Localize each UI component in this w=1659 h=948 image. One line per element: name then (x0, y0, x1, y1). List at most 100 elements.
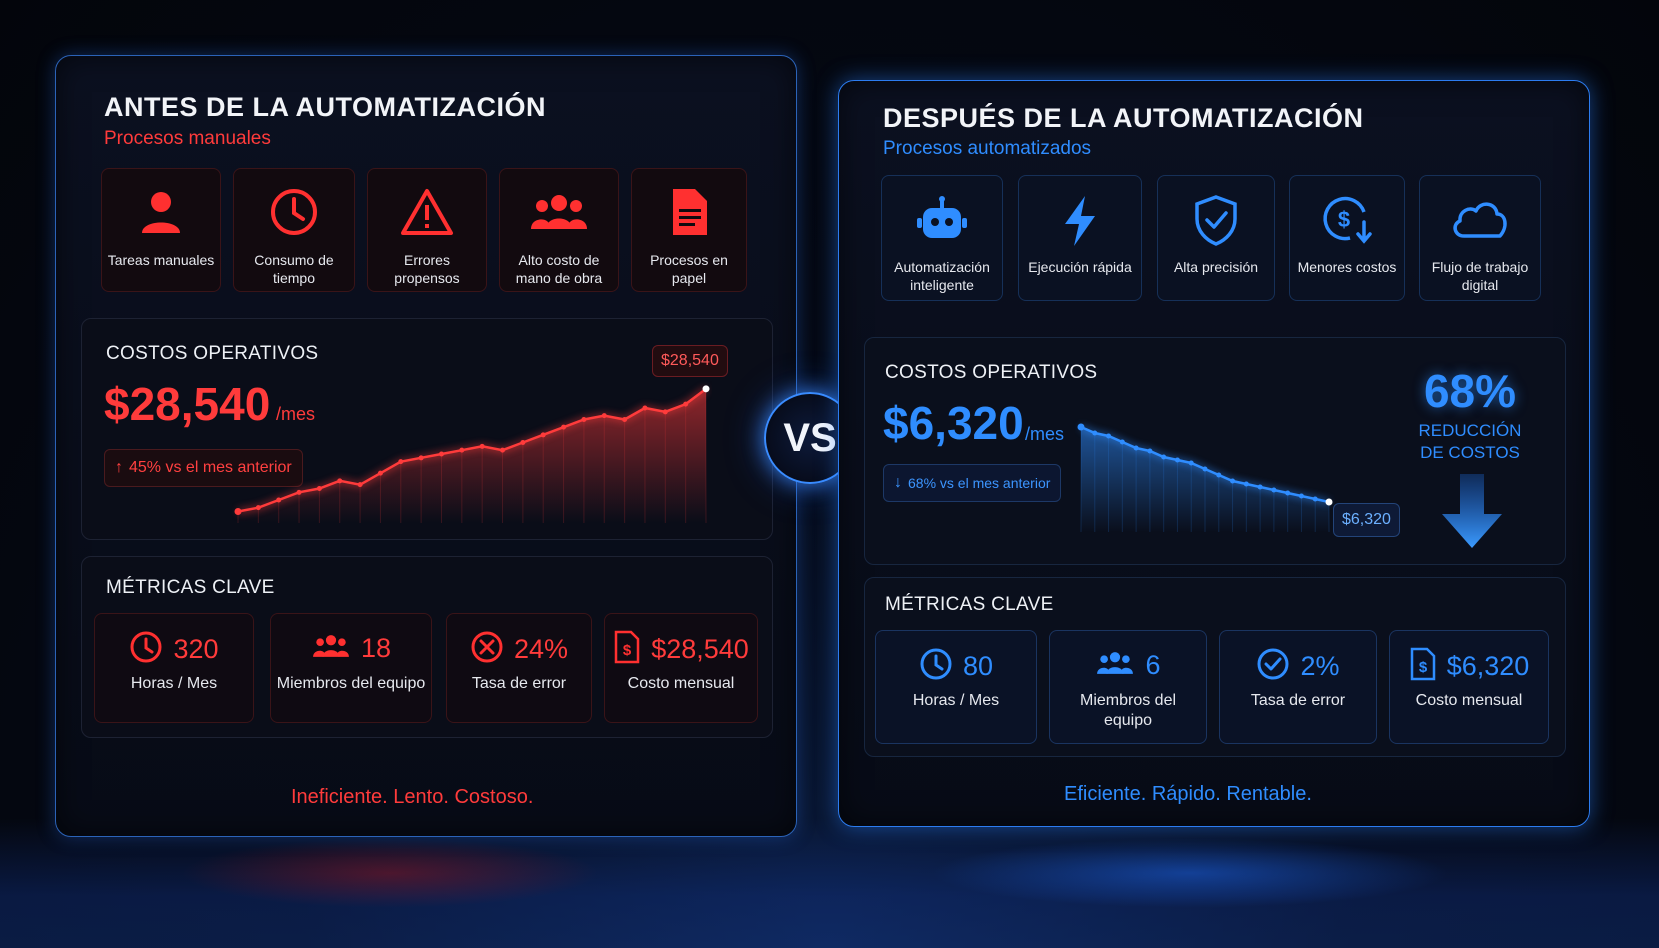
shield-check-icon (1158, 194, 1274, 246)
chart-point (1119, 439, 1125, 445)
costs-title: COSTOS OPERATIVOS (885, 362, 1098, 383)
costs-value: $6,320 (883, 397, 1024, 449)
chart-point (234, 508, 242, 515)
chart-point (662, 409, 668, 415)
metric-horas: 320 Horas / Mes (94, 613, 254, 723)
metric-value: 320 (173, 634, 219, 664)
chart-point (1077, 423, 1085, 431)
chart-point (500, 447, 506, 453)
chart-point (1174, 457, 1180, 463)
arrow-up-icon: ↑ (115, 459, 123, 476)
error-icon (470, 630, 504, 669)
metric-value: $6,320 (1446, 651, 1530, 681)
end-value-tag: $6,320 (1333, 503, 1400, 537)
card-label: Alta precisión (1173, 259, 1259, 275)
metric-label: Costo mensual (1415, 692, 1523, 709)
chart-point (642, 405, 648, 411)
after-metrics-section: MÉTRICAS CLAVE 80 Horas / Mes 6 Miembros… (864, 577, 1566, 757)
metric-tasa-error: 24% Tasa de error (446, 613, 592, 723)
before-footer: Ineficiente. Lento. Costoso. (291, 786, 534, 808)
metric-label: Horas / Mes (130, 675, 218, 692)
costs-change-text: 45% vs el mes anterior (129, 459, 292, 476)
chart-point (1106, 433, 1112, 439)
invoice-icon: $ (613, 630, 641, 669)
before-cost-chart (234, 385, 710, 523)
chart-point (1202, 466, 1208, 472)
metrics-title: MÉTRICAS CLAVE (885, 594, 1054, 615)
card-alta-precision: Alta precisión (1157, 175, 1275, 301)
document-icon (632, 187, 746, 237)
warning-icon (368, 187, 486, 237)
chart-point (1257, 484, 1263, 490)
metric-value: 2% (1300, 651, 1340, 681)
chart-point (622, 417, 628, 422)
chart-series-line (237, 387, 707, 513)
metric-miembros: 18 Miembros del equipo (270, 613, 432, 723)
cloud-icon (1420, 194, 1540, 244)
peak-value-tag: $28,540 (652, 345, 728, 377)
clock-icon (919, 647, 953, 686)
card-consumo-tiempo: Consumo de tiempo (233, 168, 355, 292)
card-label: Errores propensos (394, 252, 460, 286)
chart-point (1133, 445, 1139, 451)
before-title: ANTES DE LA AUTOMATIZACIÓN (104, 92, 546, 122)
chart-point (357, 482, 363, 488)
reduction-label-line-2: DE COSTOS (1420, 443, 1520, 462)
chart-point (540, 432, 546, 438)
after-title: DESPUÉS DE LA AUTOMATIZACIÓN (883, 103, 1364, 133)
chart-point (1188, 460, 1194, 466)
team-icon (311, 630, 351, 667)
after-footer: Eficiente. Rápido. Rentable. (1064, 783, 1312, 805)
chart-area (238, 388, 706, 523)
costs-unit: /mes (1025, 424, 1065, 444)
chart-point (702, 385, 710, 393)
metric-label: Miembros del equipo (1079, 692, 1177, 729)
chart-point (1092, 430, 1098, 436)
chart-point (337, 478, 343, 484)
costs-value: $28,540 (104, 378, 271, 430)
team-icon (500, 187, 618, 237)
reduction-label-line-1: REDUCCIÓN (1418, 421, 1522, 440)
after-panel: DESPUÉS DE LA AUTOMATIZACIÓN Procesos au… (838, 80, 1590, 827)
chart-point (459, 447, 465, 453)
card-tareas-manuales: Tareas manuales (101, 168, 221, 292)
reduction-percent: 68% (1423, 365, 1517, 417)
chart-point (377, 470, 383, 476)
metric-value: 6 (1145, 650, 1161, 680)
user-icon (102, 187, 220, 237)
metric-costo-mensual: $ $6,320 Costo mensual (1389, 630, 1549, 744)
metric-value: 80 (962, 651, 994, 681)
chart-area (1081, 427, 1329, 532)
robot-icon (882, 194, 1002, 244)
before-metrics-section: MÉTRICAS CLAVE 320 Horas / Mes 18 Miembr… (81, 556, 773, 738)
reduction-label: REDUCCIÓN DE COSTOS (1395, 420, 1545, 464)
chart-point (1325, 498, 1333, 506)
chart-point (418, 455, 424, 461)
clock-icon (129, 630, 163, 669)
dollar-down-icon: $ (1290, 194, 1404, 246)
svg-text:$: $ (1338, 207, 1350, 232)
metric-value: 18 (360, 633, 392, 663)
card-label: Automatización inteligente (894, 259, 990, 293)
chart-point (1312, 496, 1318, 502)
card-label: Alto costo de mano de obra (515, 252, 603, 286)
chart-point (1230, 478, 1236, 484)
chart-point (520, 440, 526, 445)
chart-point (1285, 490, 1291, 496)
after-subtitle: Procesos automatizados (883, 138, 1092, 159)
arrow-down-large-icon (1440, 474, 1504, 555)
metric-label: Miembros del equipo (276, 675, 426, 692)
card-alto-costo: Alto costo de mano de obra (499, 168, 619, 292)
svg-text:$: $ (1419, 659, 1428, 676)
card-procesos-papel: Procesos en papel (631, 168, 747, 292)
metric-horas: 80 Horas / Mes (875, 630, 1037, 744)
metric-value: $28,540 (651, 634, 749, 664)
svg-text:$: $ (623, 642, 632, 659)
invoice-icon: $ (1409, 647, 1437, 686)
card-automatizacion: Automatización inteligente (881, 175, 1003, 301)
floor-glow (0, 818, 1659, 948)
card-label: Procesos en papel (650, 252, 728, 286)
floor-red-glow (180, 838, 600, 908)
lightning-icon (1019, 194, 1141, 248)
chart-point (561, 424, 567, 430)
